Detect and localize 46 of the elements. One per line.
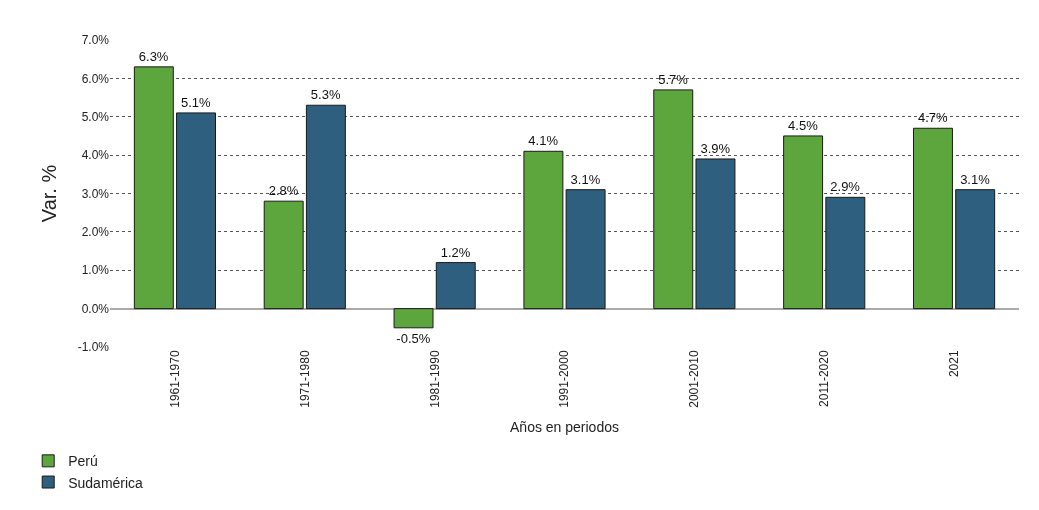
y-tick-label: -1.0% — [77, 340, 110, 355]
data-label: 5.3% — [310, 87, 341, 103]
y-tick-label: 3.0% — [81, 186, 110, 201]
x-tick-label: 2021 — [946, 350, 961, 378]
data-label: 6.3% — [138, 48, 169, 64]
x-tick-label: 2011-2020 — [817, 350, 832, 407]
data-label: 4.7% — [917, 110, 949, 126]
y-axis-title: Var. % — [38, 164, 61, 223]
data-label: 3.1% — [960, 171, 991, 187]
bar — [825, 196, 866, 310]
bar — [695, 158, 736, 310]
bar — [305, 104, 346, 310]
bar — [955, 189, 996, 310]
bar — [653, 89, 694, 310]
bar — [133, 66, 174, 310]
x-tick-label: 1961-1970 — [167, 350, 182, 408]
data-label: 4.1% — [528, 133, 559, 149]
data-label: 1.2% — [440, 244, 471, 260]
data-label: 4.5% — [788, 117, 819, 133]
bar — [435, 262, 476, 310]
bar — [263, 200, 304, 310]
legend-label: Sudamérica — [68, 474, 144, 491]
data-label: 3.1% — [570, 171, 601, 187]
legend-label: Perú — [68, 453, 98, 470]
y-tick-label: 4.0% — [81, 148, 110, 163]
x-tick-label: 2001-2010 — [687, 350, 702, 408]
data-label: -0.5% — [396, 330, 431, 346]
bar — [176, 112, 217, 310]
data-label: 2.9% — [830, 179, 861, 195]
x-tick-label: 1991-2000 — [557, 350, 572, 408]
bar — [783, 135, 824, 310]
data-label: 5.7% — [658, 71, 689, 87]
data-label: 3.9% — [700, 140, 731, 156]
y-tick-label: 7.0% — [81, 33, 110, 48]
data-label: 5.1% — [180, 94, 212, 110]
y-tick-label: 1.0% — [81, 263, 110, 278]
x-tick-label: 1981-1990 — [427, 350, 442, 408]
bar — [393, 308, 434, 329]
x-tick-label: 1971-1980 — [297, 350, 312, 408]
y-tick-label: 6.0% — [81, 71, 110, 86]
y-tick-label: 0.0% — [81, 301, 110, 316]
y-tick-label: 5.0% — [81, 109, 110, 124]
data-label: 2.8% — [268, 183, 299, 199]
x-axis-title: Años en periodos — [510, 419, 619, 436]
y-tick-label: 2.0% — [81, 225, 110, 240]
bar — [912, 127, 953, 310]
